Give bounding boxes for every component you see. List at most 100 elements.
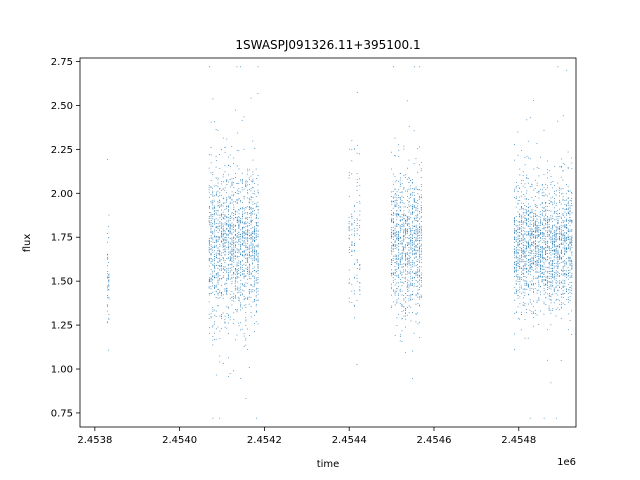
data-point [565,213,567,215]
data-point [394,155,396,157]
data-point [412,241,413,243]
data-point [351,224,353,225]
data-point [208,257,210,259]
data-point [557,271,559,273]
data-point [522,227,524,229]
data-point [254,240,255,242]
data-point [521,248,523,250]
data-point [256,277,257,279]
data-point [545,270,547,272]
data-point [243,298,245,300]
data-point [227,156,229,158]
data-point [569,241,571,243]
data-point [531,184,533,185]
data-point [212,239,214,241]
data-point [394,304,396,306]
data-point [247,282,249,284]
data-point [254,258,255,260]
data-point [420,205,422,206]
data-point [394,213,396,215]
data-point [406,258,408,260]
data-point [231,232,233,234]
data-point [215,256,217,258]
data-point [240,238,241,240]
data-point [242,207,243,209]
data-point [561,250,562,252]
data-point [407,261,408,263]
data-point [555,257,557,259]
data-point [545,267,547,268]
data-point [542,210,543,211]
data-point [248,177,250,179]
data-point [240,279,242,281]
data-point [533,263,534,265]
data-point [550,254,552,256]
data-point [238,298,240,299]
data-point [245,249,247,251]
data-point [245,244,247,246]
data-point [245,253,247,255]
data-point [545,223,546,225]
data-point [564,275,566,277]
data-point [392,260,394,261]
data-point [255,234,257,236]
data-point [241,182,243,184]
data-point [419,240,421,241]
data-point [227,257,229,259]
data-point [401,318,403,320]
data-point [517,259,519,261]
data-point [543,274,545,276]
data-point [571,265,573,267]
data-point [394,284,396,286]
data-point [250,197,252,198]
data-point [224,254,226,256]
data-point [252,140,254,142]
data-point [415,272,417,273]
data-point [403,236,405,238]
data-point [250,188,252,190]
data-point [208,185,210,187]
data-point [540,240,542,242]
data-point [236,276,238,277]
data-point [254,298,255,300]
data-point [521,220,522,222]
data-point [552,215,553,217]
data-point [515,261,517,262]
data-point [533,270,534,272]
data-point [546,359,548,361]
data-point [554,243,555,245]
data-point [536,237,538,239]
data-point [394,235,396,237]
data-point [412,207,413,209]
data-point [400,173,401,174]
data-point [231,237,233,239]
data-point [223,268,224,270]
data-point [531,229,533,231]
data-point [533,288,534,290]
data-point [417,213,419,215]
data-point [415,313,417,315]
data-point [521,250,523,251]
data-point [536,260,538,262]
data-point [562,170,564,171]
data-point [252,233,254,235]
data-point [524,303,526,304]
data-point [219,192,221,194]
data-point [236,311,238,313]
data-point [559,275,560,277]
data-point [243,148,245,150]
data-point [538,244,540,246]
x-tick-label: 2.4540 [162,435,197,446]
data-point [254,270,256,271]
data-point [254,231,255,233]
data-point [519,266,521,267]
data-point [401,219,403,220]
data-point [245,282,247,284]
data-point [417,203,419,204]
data-point [527,206,529,208]
data-point [407,285,408,287]
data-point [536,220,538,222]
data-point [564,211,566,213]
data-point [417,189,419,190]
data-point [557,253,559,255]
